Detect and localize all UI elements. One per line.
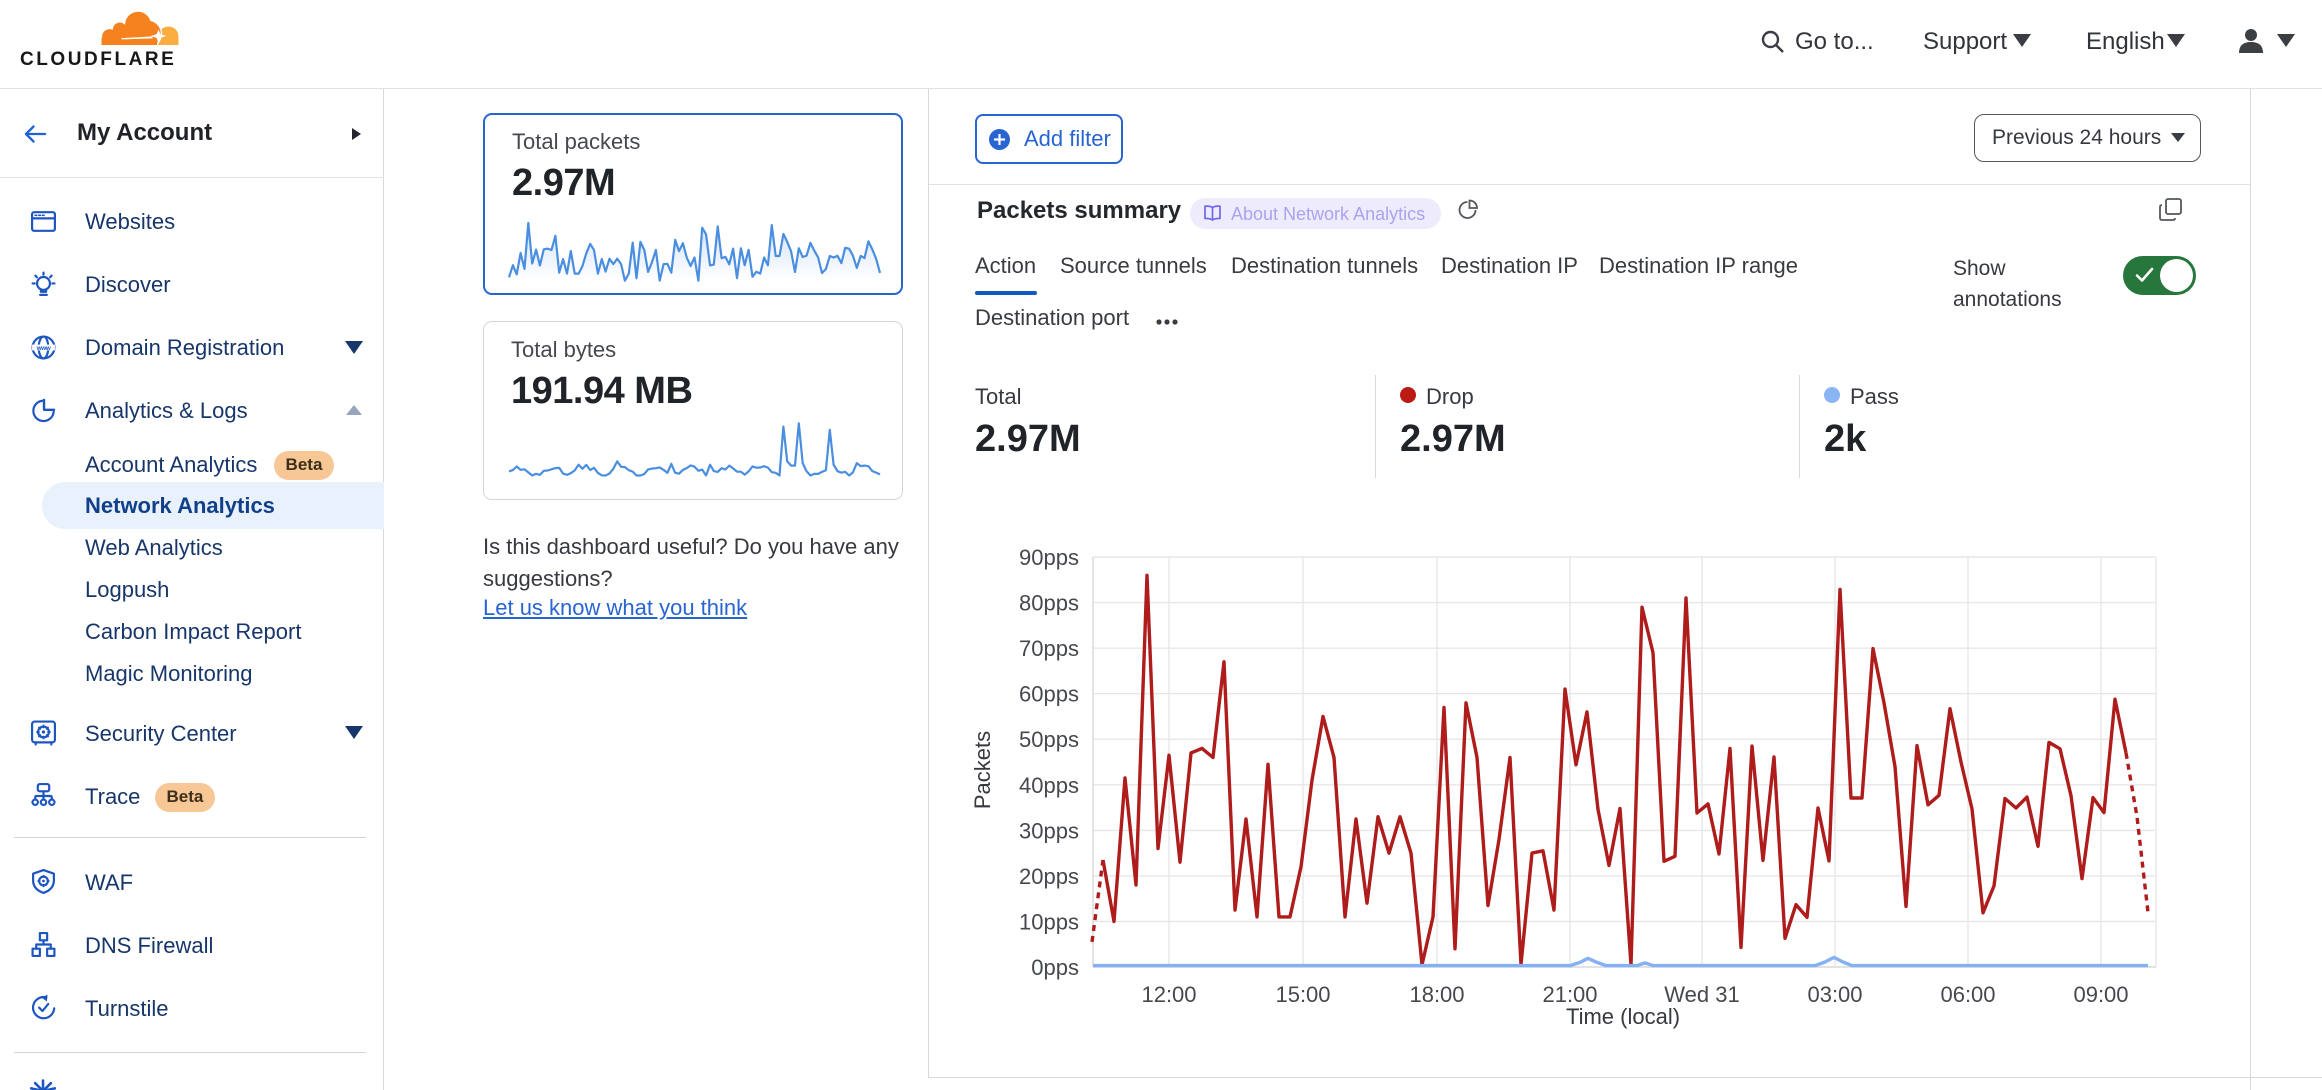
- svg-text:20pps: 20pps: [1019, 864, 1079, 889]
- svg-text:18:00: 18:00: [1409, 982, 1464, 1007]
- svg-text:60pps: 60pps: [1019, 682, 1079, 707]
- svg-text:12:00: 12:00: [1141, 982, 1196, 1007]
- svg-text:30pps: 30pps: [1019, 818, 1079, 843]
- svg-text:70pps: 70pps: [1019, 636, 1079, 661]
- svg-text:06:00: 06:00: [1940, 982, 1995, 1007]
- svg-text:10pps: 10pps: [1019, 910, 1079, 935]
- svg-text:0pps: 0pps: [1031, 955, 1079, 980]
- svg-text:Wed 31: Wed 31: [1664, 982, 1739, 1007]
- svg-text:www: www: [36, 345, 51, 352]
- svg-text:40pps: 40pps: [1019, 773, 1079, 798]
- svg-text:09:00: 09:00: [2073, 982, 2128, 1007]
- svg-text:Time (local): Time (local): [1566, 1004, 1680, 1029]
- svg-text:21:00: 21:00: [1542, 982, 1597, 1007]
- svg-text:50pps: 50pps: [1019, 727, 1079, 752]
- svg-text:80pps: 80pps: [1019, 591, 1079, 616]
- svg-text:15:00: 15:00: [1275, 982, 1330, 1007]
- svg-text:90pps: 90pps: [1019, 545, 1079, 570]
- svg-text:Packets: Packets: [970, 731, 995, 809]
- svg-text:03:00: 03:00: [1807, 982, 1862, 1007]
